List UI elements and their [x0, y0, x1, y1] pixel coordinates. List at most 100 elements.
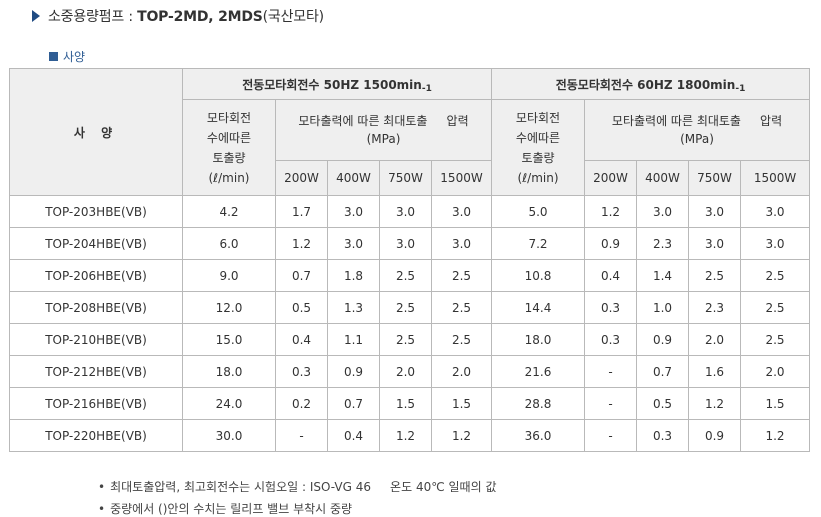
pressure-50hz-cell: 1.7 — [275, 195, 328, 228]
pressure-60hz-cell: 0.3 — [584, 323, 638, 356]
pressure-60hz-cell: 2.5 — [688, 259, 742, 292]
pressure-50hz-cell: - — [275, 419, 328, 452]
pressure-50hz-cell: 3.0 — [430, 195, 493, 228]
pressure-50hz-cell: 1.1 — [327, 323, 380, 356]
model-cell: TOP-220HBE(VB) — [9, 419, 183, 452]
flow-header-line: 수에따른 — [515, 130, 561, 145]
note-test-conditions: • 최대토출압력, 최고회전수는 시험오일 : ISO-VG 46 온도 40℃… — [98, 478, 497, 495]
pressure-header-unit: (MPa) — [680, 132, 714, 146]
watt-header-60hz-200w: 200W — [584, 160, 638, 196]
watt-header-50hz-400w: 400W — [327, 160, 380, 196]
pressure-50hz-cell: 2.5 — [379, 259, 432, 292]
spec-column-header: 사 양 — [9, 68, 183, 196]
table-row: TOP-208HBE(VB) 12.0 0.5 1.3 2.5 2.5 14.4 0.3 1.0… — [9, 291, 811, 324]
model-cell: TOP-210HBE(VB) — [9, 323, 183, 356]
model-cell: TOP-208HBE(VB) — [9, 291, 183, 324]
flow-50hz-cell: 30.0 — [182, 419, 276, 452]
pressure-60hz-cell: 3.0 — [636, 195, 690, 228]
spec-table: 사 양 전동모타회전수 50HZ 1500min-1 전동모타회전수 60HZ … — [9, 68, 811, 452]
pressure-60hz-cell: 1.0 — [636, 291, 690, 324]
pressure-header-unit: (MPa) — [366, 132, 401, 146]
group-header-50hz-exponent: -1 — [421, 83, 432, 94]
group-header-60hz: 전동모타회전수 60HZ 1800min-1 — [491, 68, 811, 100]
flow-50hz-cell: 18.0 — [182, 355, 276, 388]
table-row: TOP-212HBE(VB) 18.0 0.3 0.9 2.0 2.0 21.6-0.7 1.… — [9, 355, 811, 388]
flow-header-line: 수에따른 — [206, 130, 252, 145]
pressure-60hz-cell: 0.4 — [584, 259, 638, 292]
pressure-50hz-cell: 1.2 — [275, 227, 328, 260]
flow-60hz-cell: 36.0 — [491, 419, 586, 452]
group-header-50hz-label: 전동모타회전수 50HZ 1500min — [242, 77, 422, 92]
flow-header-line: 토출량 — [212, 150, 246, 165]
pressure-60hz-cell: 2.3 — [636, 227, 690, 260]
pressure-50hz-cell: 0.7 — [275, 259, 328, 292]
watt-header-50hz-200w: 200W — [275, 160, 328, 196]
pressure-50hz-cell: 3.0 — [430, 227, 493, 260]
triangle-right-icon — [32, 10, 40, 22]
pressure-header-title: 모타출력에 따른 최대토출 압력 — [611, 114, 783, 128]
pressure-60hz-cell: 3.0 — [740, 227, 811, 260]
pressure-50hz-cell: 1.5 — [379, 387, 432, 420]
model-cell: TOP-212HBE(VB) — [9, 355, 183, 388]
pressure-60hz-cell: - — [584, 355, 638, 388]
pressure-60hz-cell: 1.2 — [688, 387, 742, 420]
flow-header-50hz: 모타회전 수에따른 토출량 (ℓ/min) — [182, 99, 276, 196]
section-heading: 사양 — [49, 48, 85, 65]
pressure-50hz-cell: 0.4 — [275, 323, 328, 356]
flow-60hz-cell: 21.6 — [491, 355, 586, 388]
pressure-50hz-cell: 0.9 — [327, 355, 380, 388]
pressure-60hz-cell: 1.4 — [636, 259, 690, 292]
pressure-50hz-cell: 3.0 — [327, 227, 380, 260]
pressure-50hz-cell: 0.3 — [275, 355, 328, 388]
pressure-60hz-cell: 0.5 — [636, 387, 690, 420]
pressure-60hz-cell: - — [584, 419, 638, 452]
flow-60hz-cell: 18.0 — [491, 323, 586, 356]
pressure-50hz-cell: 2.5 — [379, 291, 432, 324]
model-cell: TOP-206HBE(VB) — [9, 259, 183, 292]
pressure-60hz-cell: 1.5 — [740, 387, 811, 420]
flow-header-line: 토출량 — [521, 150, 555, 165]
pressure-60hz-cell: 3.0 — [688, 195, 742, 228]
pressure-60hz-cell: 3.0 — [688, 227, 742, 260]
flow-60hz-cell: 14.4 — [491, 291, 586, 324]
pressure-50hz-cell: 3.0 — [327, 195, 380, 228]
pressure-60hz-cell: 2.3 — [688, 291, 742, 324]
pressure-50hz-cell: 3.0 — [379, 227, 432, 260]
pressure-50hz-cell: 2.5 — [379, 323, 432, 356]
spec-table-body: TOP-203HBE(VB) 4.2 1.7 3.0 3.0 3.0 5.0 1.2 3.0 3.… — [9, 195, 811, 452]
pressure-50hz-cell: 2.5 — [430, 291, 493, 324]
pressure-50hz-cell: 1.2 — [379, 419, 432, 452]
pressure-50hz-cell: 1.3 — [327, 291, 380, 324]
flow-60hz-cell: 28.8 — [491, 387, 586, 420]
note-text: 최대토출압력, 최고회전수는 시험오일 : ISO-VG 46 온도 40℃ 일… — [110, 480, 497, 494]
pressure-header-50hz: 모타출력에 따른 최대토출 압력 (MPa) — [274, 99, 493, 161]
flow-header-60hz: 모타회전 수에따른 토출량 (ℓ/min) — [491, 99, 586, 196]
pressure-60hz-cell: 0.7 — [636, 355, 690, 388]
group-header-60hz-label: 전동모타회전수 60HZ 1800min — [555, 77, 736, 92]
pressure-60hz-cell: 2.0 — [740, 355, 811, 388]
table-row: TOP-210HBE(VB) 15.0 0.4 1.1 2.5 2.5 18.0 0.3 0.9… — [9, 323, 811, 356]
pressure-50hz-cell: 0.2 — [275, 387, 328, 420]
bullet-icon: • — [98, 501, 106, 516]
page-title-text: 소중용량펌프 : TOP-2MD, 2MDS(국산모타) — [48, 6, 324, 26]
group-header-60hz-exponent: -1 — [735, 83, 746, 94]
note-text: 중량에서 ()안의 수치는 릴리프 밸브 부착시 중량 — [110, 502, 353, 516]
pressure-60hz-cell: 2.5 — [740, 323, 811, 356]
flow-60hz-cell: 7.2 — [491, 227, 586, 260]
pressure-60hz-cell: 3.0 — [740, 195, 811, 228]
pressure-60hz-cell: - — [584, 387, 638, 420]
pressure-60hz-cell: 1.2 — [740, 419, 811, 452]
title-model: TOP-2MD, 2MDS — [137, 9, 263, 25]
flow-50hz-cell: 4.2 — [182, 195, 276, 228]
table-row: TOP-206HBE(VB) 9.0 0.7 1.8 2.5 2.5 10.8 0.4 1.4 2… — [9, 259, 811, 292]
pressure-60hz-cell: 0.9 — [584, 227, 638, 260]
flow-60hz-cell: 10.8 — [491, 259, 586, 292]
table-row: TOP-203HBE(VB) 4.2 1.7 3.0 3.0 3.0 5.0 1.2 3.0 3.… — [9, 195, 811, 228]
page-title: 소중용량펌프 : TOP-2MD, 2MDS(국산모타) — [32, 4, 324, 28]
pressure-60hz-cell: 0.3 — [584, 291, 638, 324]
pressure-50hz-cell: 1.5 — [430, 387, 493, 420]
pressure-60hz-cell: 0.3 — [636, 419, 690, 452]
watt-header-60hz-750w: 750W — [688, 160, 742, 196]
model-cell: TOP-204HBE(VB) — [9, 227, 183, 260]
pressure-50hz-cell: 2.0 — [379, 355, 432, 388]
